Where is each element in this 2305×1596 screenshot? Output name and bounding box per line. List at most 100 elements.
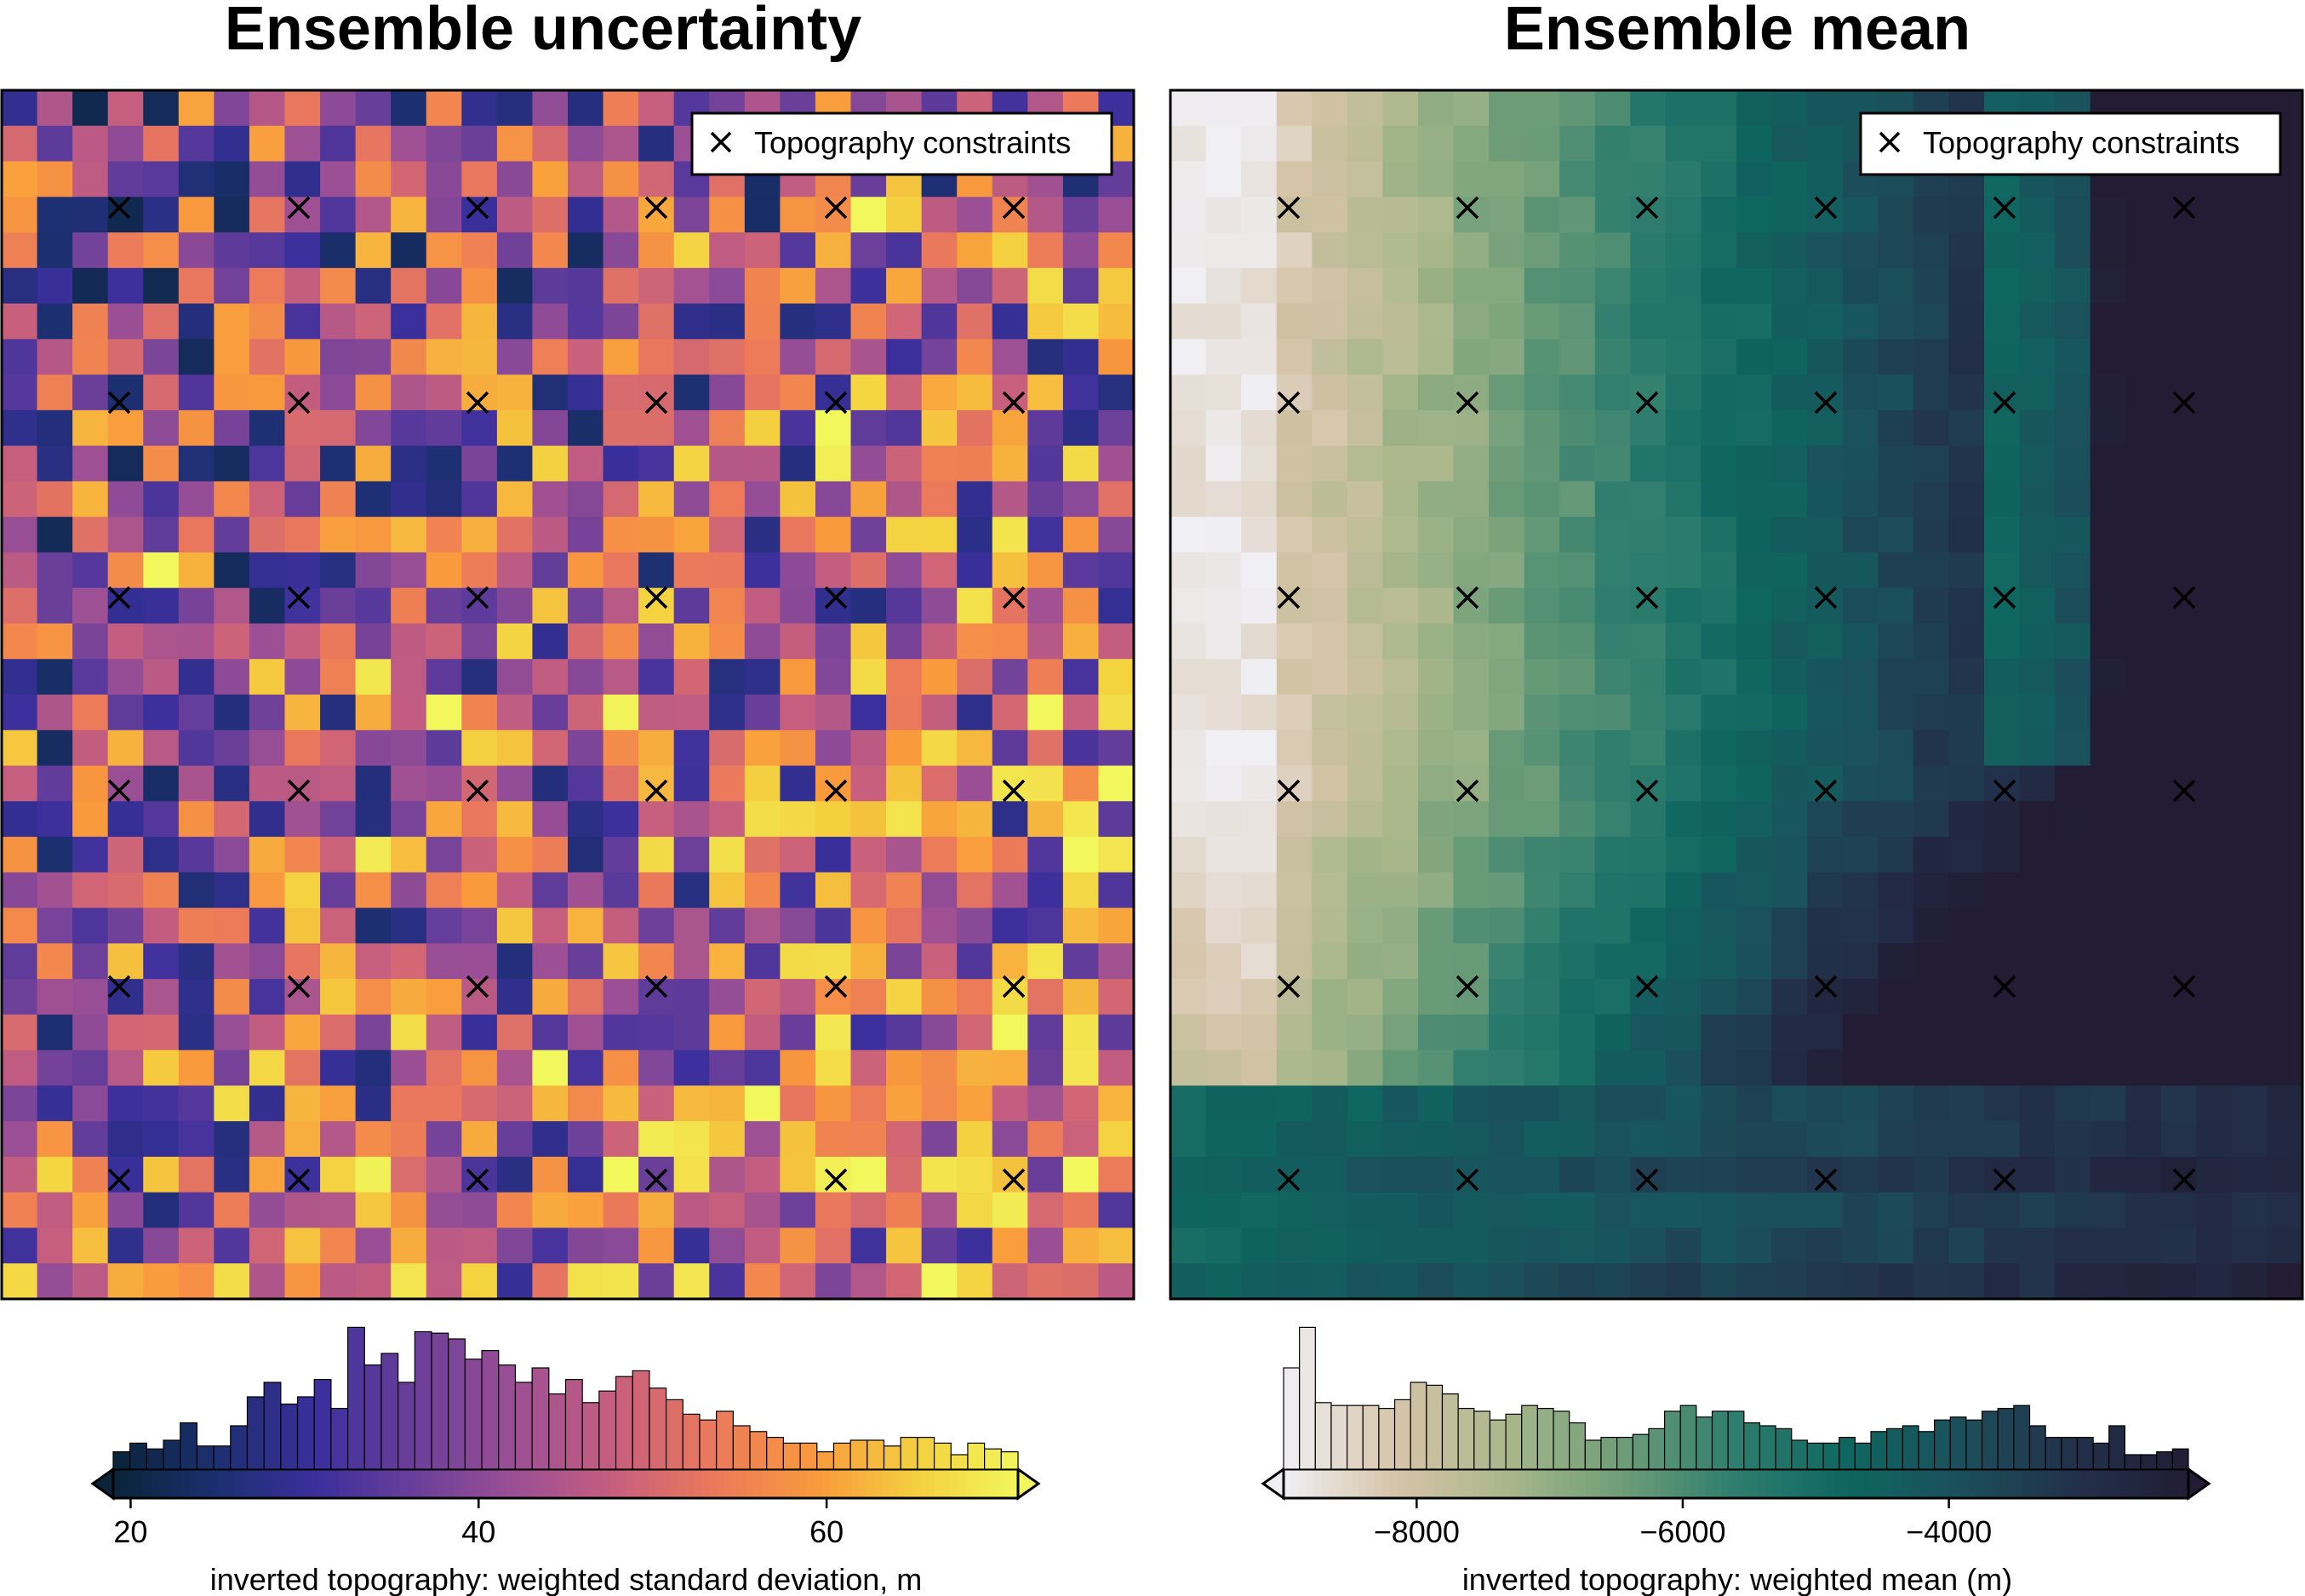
uncertainty-cell [2,587,38,625]
mean-cell [1913,1085,1949,1122]
mean-cell [1489,232,1525,269]
uncertainty-cell [426,445,462,483]
mean-cell [2196,1014,2233,1051]
uncertainty-cell [780,659,816,695]
uncertainty-cell [284,1014,321,1051]
uncertainty-cell [1062,1085,1100,1122]
mean-cell [1524,729,1560,767]
mean-cell [1276,517,1313,553]
uncertainty-cell [391,695,427,731]
uncertainty-cell [886,1192,923,1229]
mean-cell [2055,409,2091,447]
mean-colorbar-gradient-segment [1351,1469,1360,1498]
uncertainty-cell [249,659,286,695]
mean-cell [1382,907,1419,944]
uncertainty-cell [143,409,180,447]
constraint-cross-icon [1635,196,1659,220]
uncertainty-cell [886,1050,923,1087]
uncertainty-cell [780,943,816,980]
mean-cell [1807,197,1844,233]
uncertainty-cell [72,1156,109,1193]
mean-colorbar-gradient-segment [1434,1469,1443,1498]
uncertainty-cell [815,1192,852,1229]
uncertainty-cell [957,765,993,802]
uncertainty-cell [1027,659,1064,695]
mean-cell [1701,1227,1737,1264]
uncertainty-cell [1027,375,1064,411]
uncertainty-cell [143,979,180,1015]
mean-colorbar-gradient-segment [1615,1469,1624,1498]
mean-cell [1948,481,1985,518]
mean-colorbar-gradient-segment [1554,1469,1564,1498]
mean-cell [1347,1192,1383,1229]
mean-cell [2196,1085,2233,1122]
uncertainty-cell [461,1263,498,1300]
uncertainty-cell [957,1121,993,1158]
mean-cell [2125,872,2162,909]
mean-cell [1312,1014,1348,1051]
mean-cell [1701,801,1737,838]
mean-cell [1913,943,1949,980]
mean-cell [2267,481,2303,518]
uncertainty-cell [214,872,250,909]
uncertainty-cell [921,801,958,838]
mean-cell [1382,125,1419,163]
constraint-cross-icon [1993,779,2016,803]
uncertainty-cell [496,837,534,873]
uncertainty-colorbar-gradient-segment [633,1469,642,1498]
uncertainty-cell [107,1050,144,1087]
uncertainty-cell [2,659,38,695]
uncertainty-colorbar-gradient-segment [219,1469,227,1498]
mean-constraint-markers [1277,196,2196,1192]
mean-cell [1489,1227,1525,1264]
mean-cell [1241,125,1278,163]
mean-colorbar-gradient-segment [1781,1469,1790,1498]
constraint-cross-icon [107,586,131,609]
uncertainty-colorbar-gradient-segment [415,1469,423,1498]
mean-cell [2090,517,2126,553]
uncertainty-cell [1098,552,1135,589]
mean-cell [2055,943,2091,980]
mean-cell [2019,303,2056,340]
mean-cell [1842,339,1879,375]
mean-cell [1489,872,1525,909]
uncertainty-cell [603,1263,639,1300]
mean-cell [1524,125,1560,163]
uncertainty-cell [143,1263,180,1300]
mean-cell [1701,1263,1737,1300]
mean-cell [1559,445,1596,483]
mean-cell [1170,267,1207,305]
mean-cell [1807,552,1844,589]
uncertainty-colorbar-gradient-segment [972,1469,981,1498]
mean-cell [1878,409,1914,447]
uncertainty-cell [992,943,1028,980]
mean-cell [1594,125,1631,163]
mean-cell [2231,1050,2268,1087]
uncertainty-cell [496,765,534,802]
uncertainty-cell [638,907,675,944]
uncertainty-cell [532,765,569,802]
uncertainty-cell [496,943,534,980]
mean-cell [2231,1121,2268,1158]
mean-cell [1524,552,1560,589]
uncertainty-colorbar-histogram-bar [766,1436,785,1470]
mean-colorbar-gradient-segment [2142,1469,2152,1498]
uncertainty-cell [284,695,321,731]
uncertainty-cell [214,1085,250,1122]
uncertainty-cell [320,587,357,625]
uncertainty-cell [673,481,710,518]
uncertainty-cell [815,872,852,909]
uncertainty-cell [355,1227,392,1264]
uncertainty-cell [568,907,604,944]
uncertainty-cell [1027,872,1064,909]
mean-colorbar-gradient-segment [1290,1469,1300,1498]
mean-cell [2196,1263,2233,1300]
uncertainty-cell [992,552,1028,589]
mean-cell [1276,90,1313,127]
uncertainty-colorbar-histogram-bar [230,1425,249,1470]
uncertainty-colorbar-gradient-segment [882,1469,891,1498]
mean-cell [2160,232,2197,269]
uncertainty-colorbar-gradient-segment [520,1469,529,1498]
mean-cell [2055,979,2091,1015]
mean-cell [1241,1263,1278,1300]
